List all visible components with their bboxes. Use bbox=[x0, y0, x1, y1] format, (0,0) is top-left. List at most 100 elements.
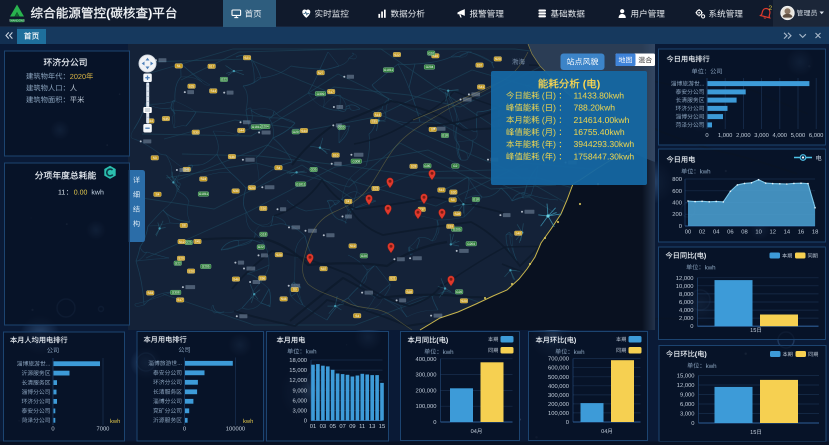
svg-text:3,000: 3,000 bbox=[754, 132, 769, 139]
svg-text:S9: S9 bbox=[293, 288, 297, 292]
svg-text:S46: S46 bbox=[233, 277, 239, 281]
svg-text:15,000: 15,000 bbox=[289, 367, 307, 374]
svg-text:12,000: 12,000 bbox=[677, 382, 695, 389]
svg-text:2,000: 2,000 bbox=[679, 315, 694, 322]
svg-text:S28: S28 bbox=[406, 290, 412, 294]
svg-text:600: 600 bbox=[672, 188, 682, 195]
svg-text:S39: S39 bbox=[193, 130, 199, 134]
svg-text:): ) bbox=[574, 336, 577, 345]
svg-text:S21: S21 bbox=[244, 56, 250, 60]
svg-text:S25: S25 bbox=[189, 84, 195, 88]
svg-text:S41: S41 bbox=[345, 200, 351, 204]
svg-text:0: 0 bbox=[304, 418, 307, 425]
svg-text:0: 0 bbox=[690, 323, 693, 330]
svg-text:G35: G35 bbox=[311, 168, 317, 172]
svg-text:(: ( bbox=[542, 90, 545, 100]
svg-text:0.00: 0.00 bbox=[74, 190, 88, 197]
svg-text:S23: S23 bbox=[495, 57, 501, 61]
svg-text:S16: S16 bbox=[148, 119, 154, 123]
svg-text:S36: S36 bbox=[229, 155, 235, 159]
svg-text:S37: S37 bbox=[321, 267, 327, 271]
svg-text:...: ... bbox=[177, 361, 182, 367]
svg-text:18,000: 18,000 bbox=[289, 357, 307, 364]
svg-text:S17: S17 bbox=[209, 65, 215, 69]
svg-text:9,000: 9,000 bbox=[680, 392, 695, 399]
svg-text:100,000: 100,000 bbox=[416, 403, 437, 410]
svg-text:11: 11 bbox=[58, 190, 65, 197]
svg-text:4,000: 4,000 bbox=[679, 307, 694, 314]
svg-text:G205: G205 bbox=[453, 227, 461, 231]
svg-text:02: 02 bbox=[699, 229, 705, 236]
svg-text:700,000: 700,000 bbox=[548, 356, 569, 363]
svg-text:1,000: 1,000 bbox=[718, 132, 733, 139]
svg-text:): ) bbox=[597, 79, 601, 91]
svg-text:S23: S23 bbox=[373, 187, 379, 191]
svg-text:G2: G2 bbox=[453, 164, 457, 168]
svg-text:300,000: 300,000 bbox=[416, 372, 437, 379]
svg-text:S10: S10 bbox=[432, 54, 438, 58]
svg-text:2: 2 bbox=[769, 5, 773, 12]
svg-text:): ) bbox=[704, 350, 707, 359]
svg-text:12,000: 12,000 bbox=[289, 377, 307, 384]
svg-text:S12: S12 bbox=[179, 240, 185, 244]
svg-text:01: 01 bbox=[310, 423, 316, 430]
svg-text:S12: S12 bbox=[439, 188, 445, 192]
svg-text:0: 0 bbox=[705, 132, 708, 139]
svg-text:0: 0 bbox=[51, 426, 54, 433]
svg-text:G25: G25 bbox=[186, 241, 192, 245]
svg-text:G205: G205 bbox=[202, 265, 210, 269]
svg-text:): ) bbox=[553, 139, 556, 149]
svg-text:10: 10 bbox=[755, 229, 761, 236]
svg-text:G22: G22 bbox=[175, 261, 181, 265]
svg-text:G20: G20 bbox=[428, 51, 434, 55]
svg-text:G308: G308 bbox=[352, 159, 360, 163]
svg-text:1758447.30kwh: 1758447.30kwh bbox=[574, 151, 635, 161]
svg-text:S13: S13 bbox=[375, 113, 381, 117]
svg-text:04: 04 bbox=[471, 429, 477, 435]
svg-text:(: ( bbox=[542, 115, 545, 125]
svg-text:...: ... bbox=[46, 362, 51, 368]
svg-text:11433.80kwh: 11433.80kwh bbox=[574, 90, 625, 100]
svg-text:13: 13 bbox=[369, 423, 375, 430]
svg-text:S29: S29 bbox=[461, 299, 467, 303]
svg-text:kwh: kwh bbox=[705, 264, 717, 271]
svg-text:00: 00 bbox=[685, 229, 691, 236]
svg-text:S28: S28 bbox=[454, 212, 460, 216]
svg-text:G20: G20 bbox=[361, 254, 367, 258]
svg-text:0: 0 bbox=[433, 419, 436, 426]
svg-text:(: ( bbox=[695, 350, 698, 359]
svg-text:kwh: kwh bbox=[700, 169, 712, 176]
svg-text:): ) bbox=[553, 103, 556, 113]
svg-text:kwh: kwh bbox=[574, 349, 586, 356]
svg-text:G204: G204 bbox=[467, 242, 475, 246]
svg-text:): ) bbox=[446, 336, 449, 345]
svg-text:0: 0 bbox=[566, 419, 569, 426]
svg-text:200,000: 200,000 bbox=[416, 387, 437, 394]
svg-text:S7: S7 bbox=[431, 128, 435, 132]
svg-text:S30: S30 bbox=[233, 189, 239, 193]
svg-text:G20: G20 bbox=[338, 126, 344, 130]
svg-text:12: 12 bbox=[770, 229, 776, 236]
svg-text:): ) bbox=[148, 7, 152, 21]
svg-text:kwh: kwh bbox=[243, 418, 253, 425]
svg-text:G18: G18 bbox=[473, 198, 479, 202]
svg-text:S36: S36 bbox=[259, 276, 265, 280]
svg-text:2020: 2020 bbox=[70, 72, 86, 81]
svg-text:(: ( bbox=[436, 336, 439, 345]
svg-text:S44: S44 bbox=[301, 129, 307, 133]
svg-text:S37: S37 bbox=[477, 63, 483, 67]
svg-text:G1811: G1811 bbox=[296, 182, 306, 186]
svg-text:S20: S20 bbox=[451, 190, 457, 194]
svg-text:): ) bbox=[553, 127, 556, 137]
svg-text:8,000: 8,000 bbox=[679, 291, 694, 298]
svg-text:...: ... bbox=[700, 82, 705, 88]
svg-text:S10: S10 bbox=[333, 153, 339, 157]
svg-text:(: ( bbox=[542, 151, 545, 161]
svg-text:G1811: G1811 bbox=[384, 68, 394, 72]
svg-text:G20: G20 bbox=[456, 290, 462, 294]
svg-text:S39: S39 bbox=[447, 225, 453, 229]
svg-text:06: 06 bbox=[727, 229, 733, 236]
svg-text:S17: S17 bbox=[177, 298, 183, 302]
svg-text:): ) bbox=[553, 90, 556, 100]
svg-text:15,000: 15,000 bbox=[677, 373, 695, 380]
